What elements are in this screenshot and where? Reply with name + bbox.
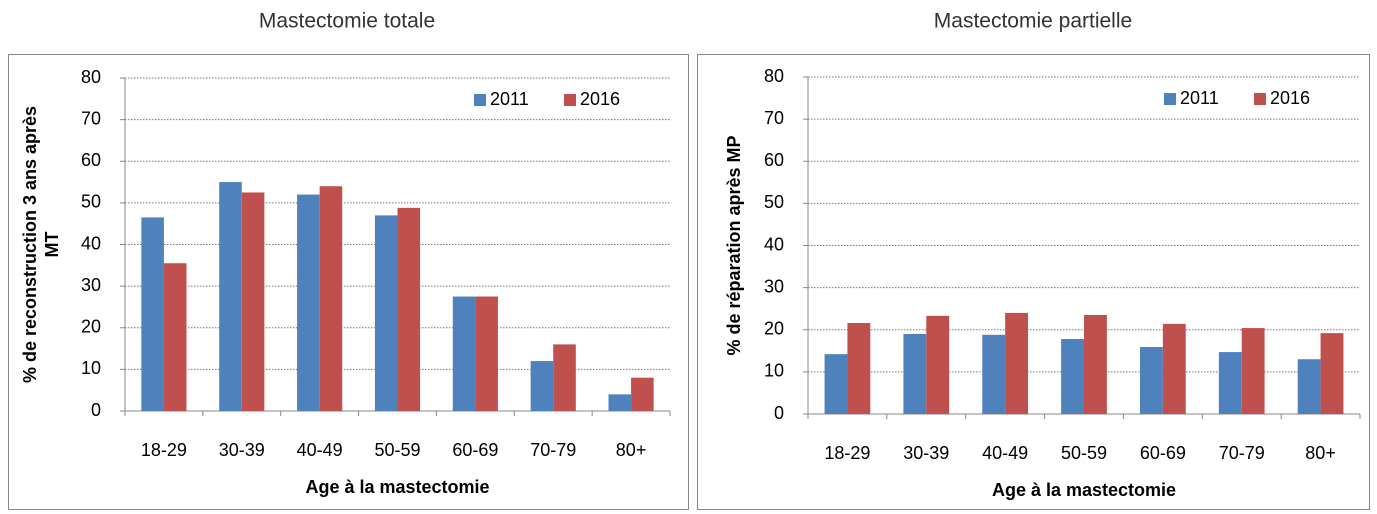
bar (219, 182, 242, 411)
y-tick-label: 20 (764, 319, 784, 339)
bar (608, 394, 632, 411)
legend-swatch (474, 94, 486, 106)
y-tick-label: 30 (764, 276, 784, 296)
legend-swatch (564, 94, 576, 106)
y-tick-label: 70 (764, 108, 784, 128)
x-tick-label: 18-29 (824, 443, 870, 463)
y-tick-label: 40 (81, 233, 101, 253)
chart-frame (697, 54, 1370, 510)
legend-label: 2016 (580, 89, 620, 109)
bar (1218, 352, 1242, 414)
bar (141, 217, 164, 411)
x-axis-label: Age à la mastectomie (992, 480, 1176, 500)
y-tick-label: 60 (764, 150, 784, 170)
y-axis-label: MT (42, 232, 62, 258)
x-tick-label: 60-69 (1140, 443, 1186, 463)
bar (1061, 339, 1084, 414)
legend-swatch (1254, 93, 1266, 105)
y-tick-label: 80 (81, 67, 101, 87)
bar (452, 296, 476, 411)
y-tick-label: 0 (774, 403, 784, 423)
chart-frame (8, 54, 689, 510)
y-axis-label: % de reconstruction 3 ans après (20, 106, 40, 383)
bar (1297, 359, 1321, 414)
x-tick-label: 30-39 (219, 440, 265, 460)
x-tick-label: 80+ (616, 440, 647, 460)
y-tick-label: 10 (764, 361, 784, 381)
x-tick-label: 80+ (1305, 443, 1336, 463)
y-tick-label: 30 (81, 275, 101, 295)
bar (475, 296, 498, 411)
bar (1162, 323, 1186, 414)
bar (374, 215, 398, 411)
bar (982, 334, 1006, 414)
x-tick-label: 40-49 (982, 443, 1028, 463)
x-tick-label: 60-69 (452, 440, 498, 460)
y-tick-label: 50 (764, 192, 784, 212)
y-tick-label: 70 (81, 108, 101, 128)
bar (1241, 328, 1265, 414)
bar (631, 377, 654, 411)
bar (319, 186, 343, 411)
bar (1320, 333, 1344, 414)
bar (1139, 347, 1163, 414)
x-axis-label: Age à la mastectomie (305, 477, 489, 497)
bar (297, 194, 320, 411)
x-tick-label: 50-59 (374, 440, 420, 460)
y-tick-label: 80 (764, 66, 784, 86)
legend-label: 2011 (1180, 88, 1219, 108)
x-tick-label: 18-29 (141, 440, 187, 460)
bar (1005, 312, 1029, 414)
bar (903, 333, 927, 414)
bar (847, 323, 871, 414)
y-tick-label: 60 (81, 150, 101, 170)
bar (1084, 315, 1107, 414)
x-tick-label: 40-49 (297, 440, 343, 460)
legend-swatch (1164, 93, 1176, 105)
chart-title: Mastectomie partielle (934, 10, 1132, 33)
y-tick-label: 40 (764, 234, 784, 254)
bar (553, 344, 576, 411)
bar (397, 207, 421, 411)
x-tick-label: 70-79 (530, 440, 576, 460)
bar (530, 361, 554, 411)
y-tick-label: 20 (81, 317, 101, 337)
y-tick-label: 50 (81, 192, 101, 212)
bar (241, 192, 265, 411)
x-tick-label: 30-39 (903, 443, 949, 463)
bar (926, 315, 950, 414)
bar (163, 263, 187, 411)
legend-label: 2011 (490, 89, 529, 109)
y-axis-label: % de réparation après MP (724, 135, 744, 355)
bar (824, 354, 848, 414)
y-tick-label: 10 (81, 358, 101, 378)
chart-title: Mastectomie totale (259, 10, 435, 33)
x-tick-label: 70-79 (1219, 443, 1265, 463)
y-tick-label: 0 (91, 400, 101, 420)
x-tick-label: 50-59 (1061, 443, 1107, 463)
legend-label: 2016 (1270, 88, 1310, 108)
